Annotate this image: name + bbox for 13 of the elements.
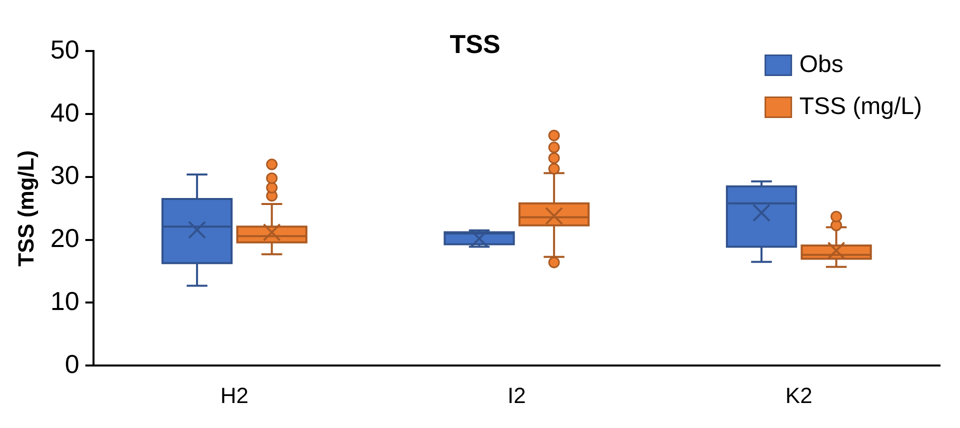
y-tick-label: 20 xyxy=(50,223,80,254)
x-tick-label: H2 xyxy=(220,382,248,408)
x-tick-label: I2 xyxy=(507,382,526,408)
y-tick-label: 40 xyxy=(50,97,80,128)
y-tick-label: 30 xyxy=(50,160,80,190)
chart-title: TSS xyxy=(450,28,500,59)
y-tick-label: 50 xyxy=(50,34,80,64)
y-tick-label: 0 xyxy=(64,348,80,379)
y-tick-label: 10 xyxy=(50,286,80,316)
legend-label: TSS (mg/L) xyxy=(799,92,922,120)
legend-label: Obs xyxy=(799,50,844,78)
x-tick-label: K2 xyxy=(785,382,812,408)
y-axis-title: TSS (mg/L) xyxy=(13,150,38,266)
